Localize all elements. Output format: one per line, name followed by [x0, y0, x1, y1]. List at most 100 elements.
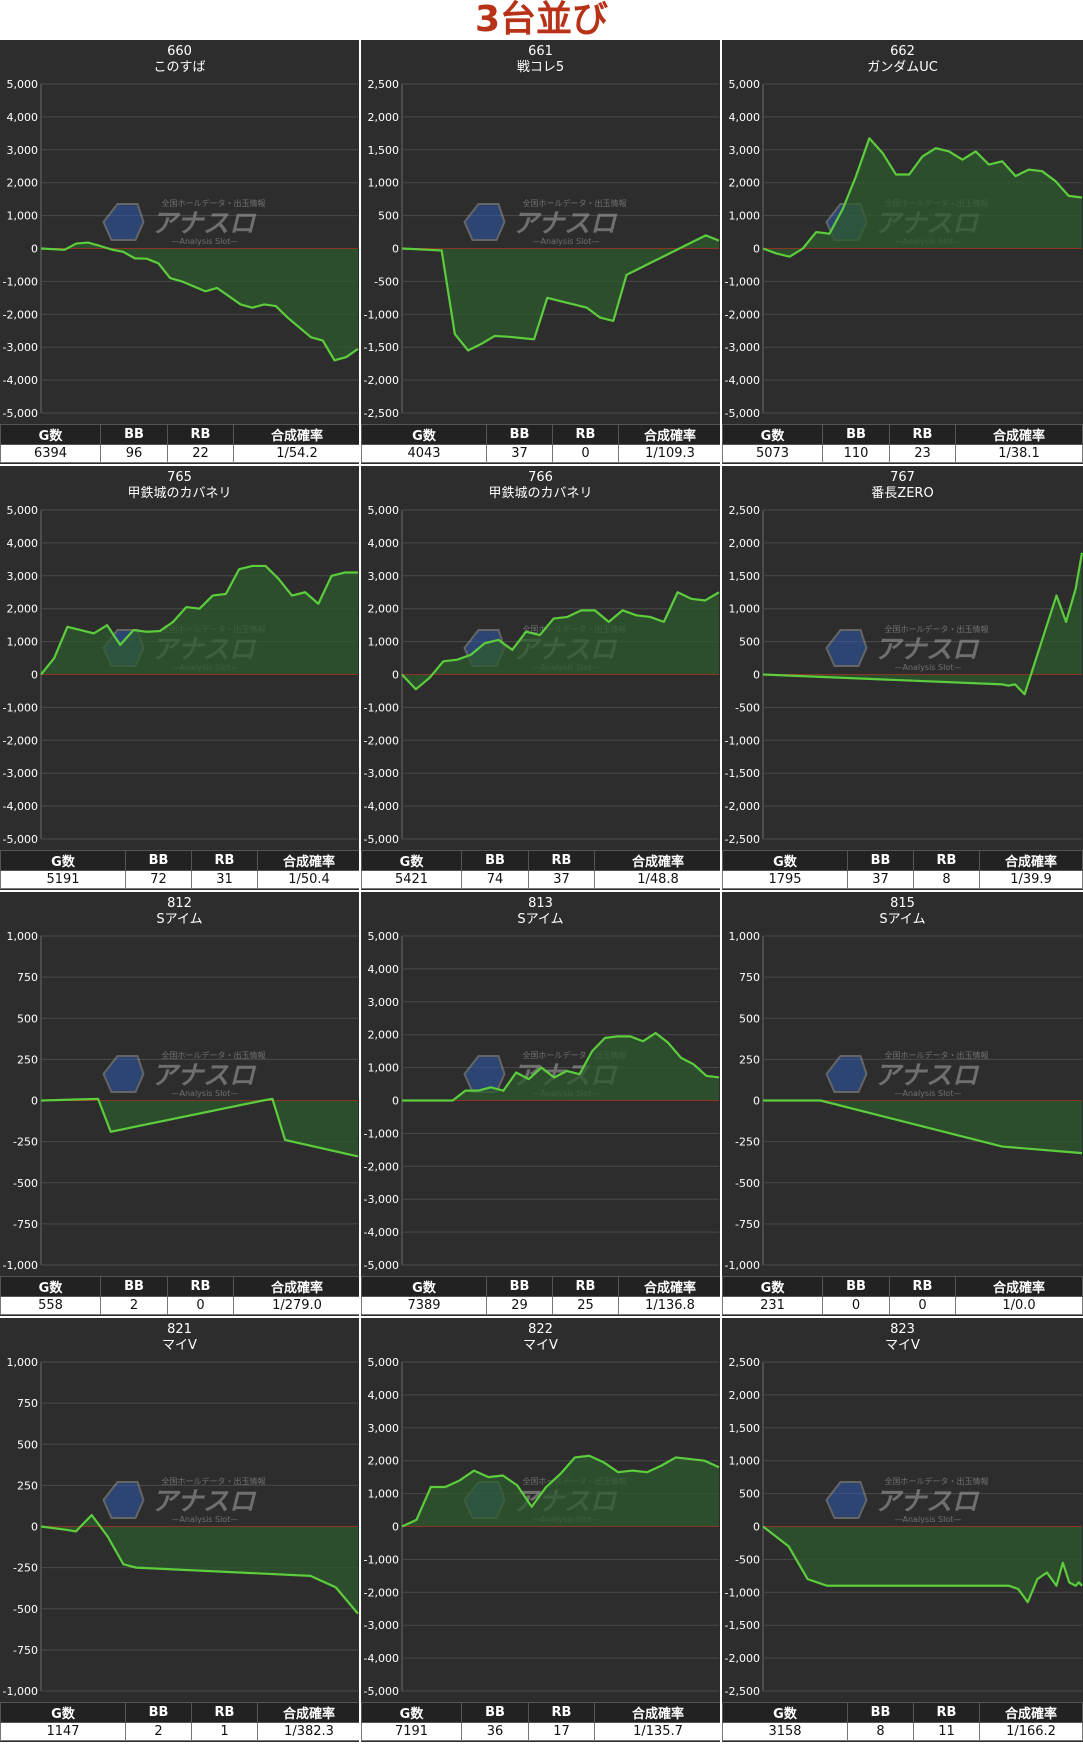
chart-number: 823: [890, 1322, 915, 1337]
stats-value-cell: 23: [889, 444, 956, 463]
chart-number: 822: [528, 1322, 553, 1337]
chart-number: 662: [890, 44, 915, 59]
stats-header-cell: G数: [722, 850, 848, 871]
y-tick-label: 1,000: [729, 930, 761, 943]
chart-grid: 660 このすば 5,000 4,000 3,000 2,000 1,000 0 -1,000 -…: [0, 40, 1083, 1745]
stats-header-cell: G数: [0, 424, 101, 445]
chart-machine-name: Sアイム: [517, 912, 564, 927]
y-tick-label: 0: [31, 1095, 38, 1108]
y-tick-label: 4,000: [368, 963, 400, 976]
y-tick-label: -3,000: [725, 341, 760, 354]
y-tick-label: -250: [13, 1562, 38, 1575]
series-line: [762, 552, 1083, 696]
chart-machine-name: マイV: [162, 1338, 197, 1353]
chart-svg: 5,000 4,000 3,000 2,000 1,000 0 -1,000 -2,000 -3…: [364, 930, 720, 1272]
stats-header-cell: BB: [486, 424, 553, 445]
stats-value-cell: 1/39.9: [979, 870, 1083, 889]
stats-header-cell: G数: [361, 424, 487, 445]
stats-header-cell: RB: [528, 850, 595, 871]
watermark-tagline: 全国ホールデータ・出玉情報: [885, 624, 989, 634]
y-tick-label: 4,000: [729, 111, 761, 124]
chart-svg: 1,000 750 500 250 0 -250 -500 -750 -1,000 アナスロ全国ホ…: [3, 1356, 359, 1698]
watermark-emblem-icon: [102, 1481, 145, 1519]
chart-panel: 813 Sアイム 5,000 4,000 3,000 2,000 1,000 0 -1,000 -…: [361, 892, 720, 1316]
stats-header-cell: RB: [167, 424, 234, 445]
watermark-emblem-icon: [463, 203, 506, 241]
y-tick-label: 250: [739, 1053, 760, 1066]
stats-header-cell: 合成確率: [955, 1276, 1083, 1297]
stats-header-cell: G数: [0, 1702, 126, 1723]
y-tick-label: 1,000: [7, 930, 39, 943]
watermark-subtitle: —Analysis Slot—: [533, 237, 600, 246]
chart-panel: 662 ガンダムUC 5,000 4,000 3,000 2,000 1,000 0 -1,00…: [722, 40, 1083, 464]
chart-machine-name: ガンダムUC: [867, 60, 938, 75]
y-tick-label: 2,000: [368, 111, 400, 124]
y-tick-label: 500: [378, 210, 399, 223]
stats-table: G数 BB RB 合成確率 1795 37 8 1/39.9: [722, 850, 1083, 889]
watermark-emblem-icon: [102, 203, 145, 241]
y-tick-label: 1,500: [729, 570, 761, 583]
y-tick-label: -2,000: [725, 308, 760, 321]
stats-header-cell: G数: [0, 850, 126, 871]
y-tick-label: 3,000: [368, 996, 400, 1009]
stats-table: G数 BB RB 合成確率 558 2 0 1/279.0: [0, 1276, 359, 1315]
chart-machine-name: 甲鉄城のカバネリ: [127, 486, 232, 501]
y-tick-label: -250: [735, 1136, 760, 1149]
y-tick-label: 0: [753, 669, 760, 682]
chart-panel: 823 マイV 2,500 2,000 1,500 1,000 500 0 -500 -1,000…: [722, 1318, 1083, 1742]
y-tick-label: -1,000: [725, 1586, 760, 1599]
stats-value-cell: 72: [125, 870, 192, 889]
chart-svg: 1,000 750 500 250 0 -250 -500 -750 -1,000 アナスロ全国ホ…: [725, 930, 1083, 1272]
y-tick-label: -1,000: [725, 275, 760, 288]
y-tick-label: 2,000: [368, 603, 400, 616]
stats-value-cell: 8: [847, 1722, 914, 1741]
stats-table: G数 BB RB 合成確率 231 0 0 1/0.0: [722, 1276, 1083, 1315]
y-tick-label: -750: [735, 1218, 760, 1231]
stats-header-cell: BB: [125, 850, 192, 871]
stats-value-cell: 17: [528, 1722, 595, 1741]
watermark-subtitle: —Analysis Slot—: [895, 1089, 962, 1098]
chart-panel: 812 Sアイム 1,000 750 500 250 0 -250 -500 -750 -1,000…: [0, 892, 359, 1316]
series-area: [763, 552, 1082, 695]
series-area: [402, 1455, 719, 1527]
y-tick-label: 0: [31, 243, 38, 256]
stats-value-cell: 8: [913, 870, 980, 889]
y-tick-label: 5,000: [368, 930, 400, 943]
y-tick-label: -2,500: [364, 407, 399, 420]
y-tick-label: -2,500: [725, 1685, 760, 1698]
watermark-brand: アナスロ: [152, 209, 257, 239]
y-tick-label: -500: [13, 1177, 38, 1190]
chart-panel: 767 番長ZERO 2,500 2,000 1,500 1,000 500 0 -500 -1,…: [722, 466, 1083, 890]
chart-machine-name: マイV: [885, 1338, 920, 1353]
chart-number: 765: [167, 470, 192, 485]
y-tick-label: 2,000: [368, 1029, 400, 1042]
series-area: [763, 1526, 1082, 1603]
y-tick-label: -2,000: [364, 1160, 399, 1173]
y-tick-label: -2,000: [364, 374, 399, 387]
y-tick-label: -5,000: [3, 407, 38, 420]
series-area: [41, 565, 358, 675]
stats-table: G数 BB RB 合成確率 3158 8 11 1/166.2: [722, 1702, 1083, 1741]
y-tick-label: 1,000: [368, 1062, 400, 1075]
watermark-subtitle: —Analysis Slot—: [172, 1515, 239, 1524]
stats-value-cell: 1/50.4: [257, 870, 359, 889]
series-area: [402, 235, 719, 351]
chart-number: 815: [890, 896, 915, 911]
series-line: [401, 591, 720, 691]
stats-value-cell: 31: [191, 870, 258, 889]
y-tick-label: 4,000: [368, 537, 400, 550]
chart-svg: 5,000 4,000 3,000 2,000 1,000 0 -1,000 -2,000 -3…: [3, 504, 358, 846]
y-tick-label: 0: [753, 1521, 760, 1534]
y-tick-label: -4,000: [3, 374, 38, 387]
y-tick-label: -1,000: [3, 1259, 38, 1272]
y-tick-label: -2,000: [725, 1652, 760, 1665]
chart-number: 766: [528, 470, 553, 485]
chart-panel: 766 甲鉄城のカバネリ 5,000 4,000 3,000 2,000 1,000 0 -1,…: [361, 466, 720, 890]
stats-header-cell: 合成確率: [979, 850, 1083, 871]
y-tick-label: -1,000: [725, 1259, 760, 1272]
series-line: [762, 1525, 1083, 1604]
